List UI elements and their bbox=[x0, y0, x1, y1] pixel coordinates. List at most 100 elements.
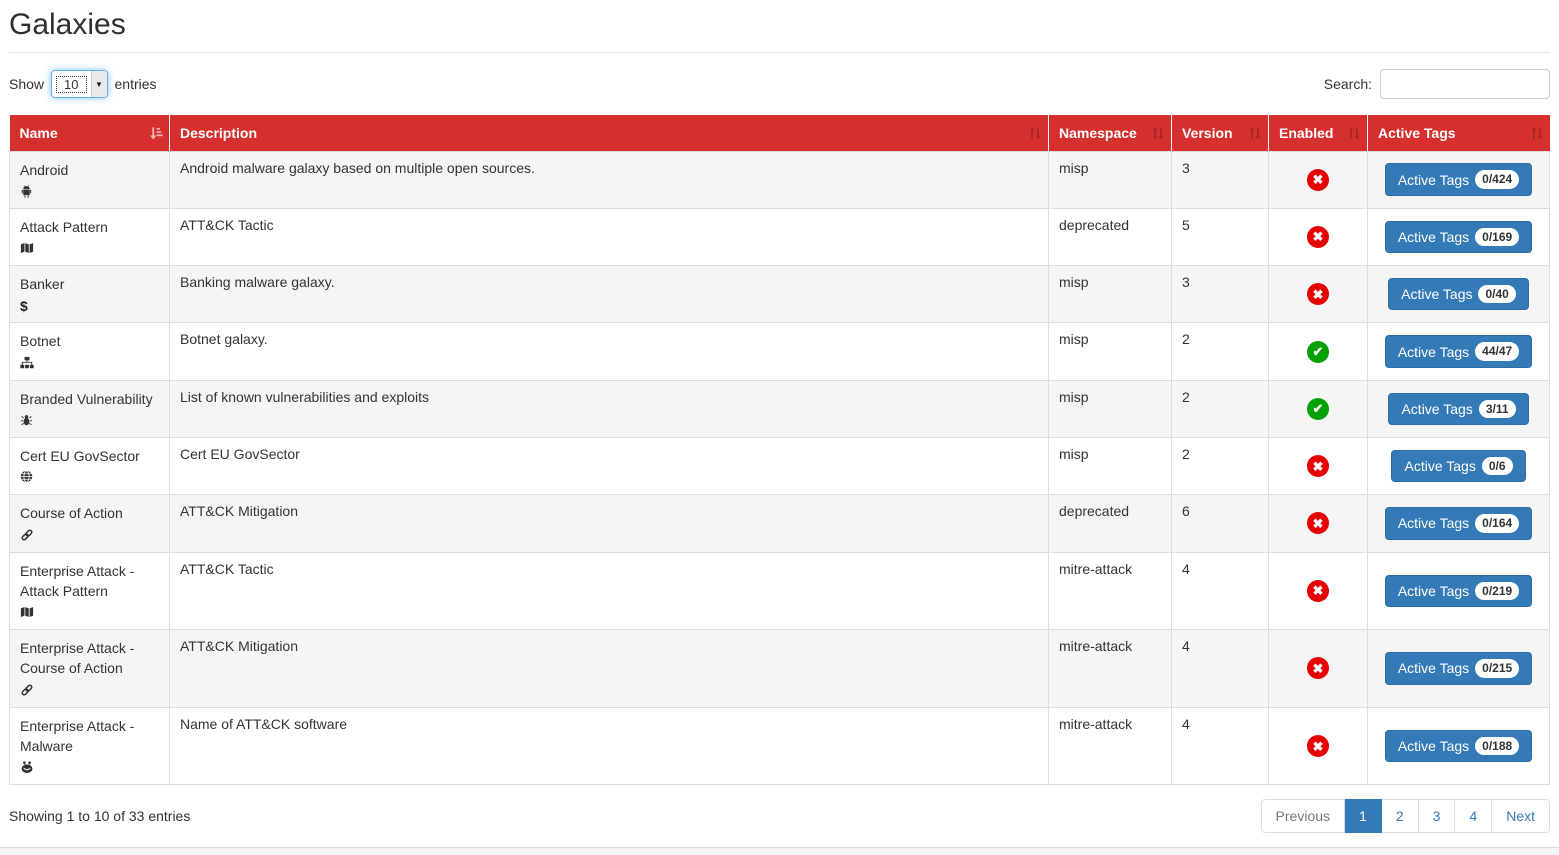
galaxy-description: Name of ATT&CK software bbox=[169, 706, 1049, 786]
table-row: Banker $ Banking malware galaxy. misp 3 … bbox=[9, 265, 1550, 324]
galaxy-description: Banking malware galaxy. bbox=[169, 265, 1049, 324]
galaxy-namespace: deprecated bbox=[1048, 494, 1172, 553]
galaxy-namespace: misp bbox=[1048, 322, 1172, 381]
map-icon bbox=[20, 241, 159, 257]
column-header-active-tags[interactable]: Active Tags bbox=[1367, 115, 1550, 151]
table-row: Attack Pattern ATT&CK Tactic deprecated … bbox=[9, 207, 1550, 267]
link-icon bbox=[20, 683, 159, 699]
galaxy-version: 2 bbox=[1171, 436, 1269, 496]
galaxy-namespace: misp bbox=[1048, 436, 1172, 496]
pagination-previous[interactable]: Previous bbox=[1260, 799, 1346, 834]
active-tags-badge: 0/188 bbox=[1475, 736, 1520, 756]
monster-icon bbox=[20, 760, 159, 776]
active-tags-button[interactable]: Active Tags 3/11 bbox=[1388, 392, 1529, 426]
galaxy-version: 2 bbox=[1171, 322, 1269, 381]
galaxy-namespace: deprecated bbox=[1048, 207, 1172, 267]
sort-both-icon bbox=[1348, 126, 1360, 139]
galaxy-version: 4 bbox=[1171, 629, 1269, 708]
galaxy-description: ATT&CK Mitigation bbox=[169, 629, 1049, 708]
table-row: Enterprise Attack - Course of Action ATT… bbox=[9, 629, 1550, 708]
galaxy-description: Cert EU GovSector bbox=[169, 436, 1049, 496]
galaxy-version: 3 bbox=[1171, 150, 1269, 209]
table-info: Showing 1 to 10 of 33 entries bbox=[9, 808, 191, 825]
table-row: Enterprise Attack - Attack Pattern ATT&C… bbox=[9, 551, 1550, 631]
galaxy-name: Enterprise Attack - Malware bbox=[20, 717, 135, 755]
table-row: Cert EU GovSector Cert EU GovSector misp… bbox=[9, 436, 1550, 496]
active-tags-button[interactable]: Active Tags 0/169 bbox=[1384, 220, 1533, 254]
galaxy-name: Cert EU GovSector bbox=[20, 447, 140, 464]
table-row: Enterprise Attack - Malware Name of ATT&… bbox=[9, 706, 1550, 786]
table-row: Botnet Botnet galaxy. misp 2 Active Tags… bbox=[9, 322, 1550, 381]
galaxy-namespace: mitre-attack bbox=[1048, 706, 1172, 786]
active-tags-button[interactable]: Active Tags 44/47 bbox=[1384, 335, 1533, 368]
pagination-next[interactable]: Next bbox=[1492, 799, 1550, 834]
sort-both-icon bbox=[1249, 126, 1261, 139]
table-row: Course of Action ATT&CK Mitigation depre… bbox=[9, 494, 1550, 553]
galaxy-name: Enterprise Attack - Course of Action bbox=[20, 640, 135, 677]
map-icon bbox=[20, 605, 159, 621]
pagination-page-4[interactable]: 4 bbox=[1455, 799, 1493, 834]
galaxy-description: ATT&CK Mitigation bbox=[169, 494, 1049, 553]
active-tags-badge: 0/215 bbox=[1475, 659, 1520, 678]
active-tags-button[interactable]: Active Tags 0/215 bbox=[1384, 652, 1533, 685]
page-length-select[interactable]: 10 ▼ bbox=[51, 70, 108, 98]
column-header-version[interactable]: Version bbox=[1171, 115, 1269, 151]
sort-both-icon bbox=[1029, 126, 1041, 139]
galaxy-version: 4 bbox=[1171, 551, 1269, 631]
enabled-status-icon bbox=[1307, 397, 1329, 420]
page-length-control: Show 10 ▼ entries bbox=[9, 70, 157, 98]
active-tags-badge: 44/47 bbox=[1475, 342, 1520, 361]
pagination-page-1[interactable]: 1 bbox=[1345, 799, 1382, 834]
galaxy-version: 6 bbox=[1171, 494, 1269, 553]
active-tags-button[interactable]: Active Tags 0/424 bbox=[1384, 163, 1533, 196]
page-length-value: 10 bbox=[56, 75, 87, 93]
galaxy-description: ATT&CK Tactic bbox=[169, 551, 1049, 631]
sort-both-icon bbox=[1152, 126, 1164, 139]
active-tags-button[interactable]: Active Tags 0/164 bbox=[1384, 507, 1533, 540]
active-tags-badge: 0/424 bbox=[1475, 170, 1520, 189]
galaxy-namespace: mitre-attack bbox=[1048, 629, 1172, 708]
active-tags-badge: 0/219 bbox=[1475, 581, 1520, 601]
link-icon bbox=[20, 528, 159, 544]
enabled-status-icon bbox=[1307, 579, 1329, 602]
active-tags-button[interactable]: Active Tags 0/219 bbox=[1384, 574, 1533, 608]
pagination-page-2[interactable]: 2 bbox=[1381, 799, 1419, 834]
galaxy-name: Branded Vulnerability bbox=[20, 390, 153, 407]
globe-icon bbox=[20, 470, 159, 486]
active-tags-button[interactable]: Active Tags 0/40 bbox=[1388, 278, 1529, 311]
galaxy-description: List of known vulnerabilities and exploi… bbox=[169, 379, 1049, 438]
galaxy-name: Banker bbox=[20, 276, 65, 293]
galaxy-name: Attack Pattern bbox=[20, 218, 108, 235]
galaxy-namespace: misp bbox=[1048, 379, 1172, 438]
galaxy-name: Course of Action bbox=[20, 505, 123, 522]
column-header-description[interactable]: Description bbox=[169, 115, 1049, 151]
active-tags-button[interactable]: Active Tags 0/188 bbox=[1384, 729, 1533, 763]
column-header-namespace[interactable]: Namespace bbox=[1048, 115, 1172, 151]
dollar-icon: $ bbox=[20, 298, 28, 315]
active-tags-badge: 0/40 bbox=[1478, 285, 1516, 304]
sort-both-icon bbox=[1531, 126, 1542, 139]
active-tags-badge: 0/6 bbox=[1481, 456, 1513, 476]
column-header-name[interactable]: Name bbox=[9, 115, 170, 151]
enabled-status-icon bbox=[1307, 225, 1329, 248]
pagination: Previous 1 2 3 4 Next bbox=[1260, 799, 1550, 834]
page-title: Galaxies bbox=[9, 8, 126, 41]
bug-icon bbox=[20, 413, 159, 429]
galaxy-version: 5 bbox=[1171, 207, 1269, 267]
pagination-page-3[interactable]: 3 bbox=[1418, 799, 1456, 834]
search-input[interactable] bbox=[1380, 69, 1550, 99]
enabled-status-icon bbox=[1307, 168, 1329, 191]
show-label: Show bbox=[9, 76, 45, 92]
galaxy-version: 2 bbox=[1171, 379, 1269, 438]
search-control: Search: bbox=[1324, 69, 1550, 99]
android-icon bbox=[20, 184, 159, 200]
enabled-status-icon bbox=[1307, 735, 1329, 758]
active-tags-button[interactable]: Active Tags 0/6 bbox=[1391, 449, 1526, 483]
galaxy-description: ATT&CK Tactic bbox=[169, 207, 1049, 267]
enabled-status-icon bbox=[1307, 455, 1329, 478]
galaxy-name: Botnet bbox=[20, 333, 61, 350]
page-footer-strip bbox=[0, 847, 1559, 855]
galaxy-description: Android malware galaxy based on multiple… bbox=[169, 150, 1049, 209]
column-header-enabled[interactable]: Enabled bbox=[1268, 115, 1368, 151]
